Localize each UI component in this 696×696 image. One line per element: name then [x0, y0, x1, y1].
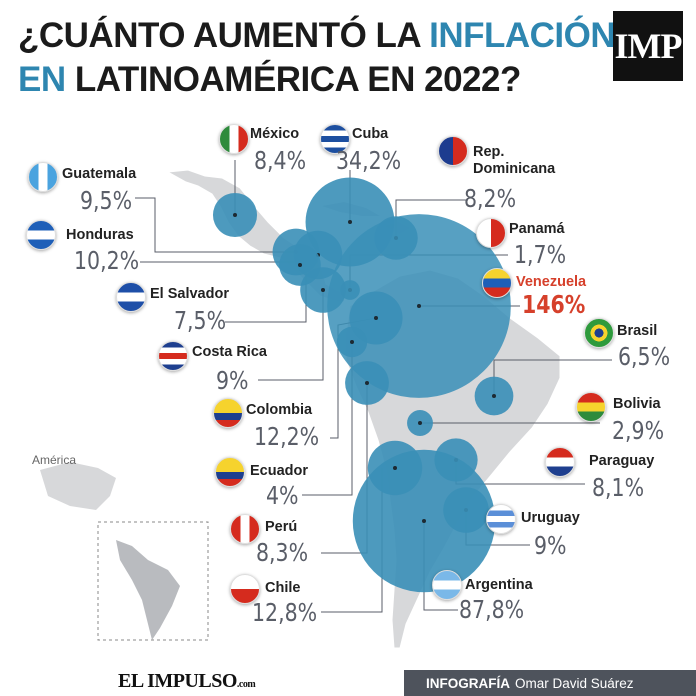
- dominican-republic-flag-icon: [438, 136, 468, 166]
- bubble-center-peru: [365, 381, 369, 385]
- country-name-brasil: Brasil: [617, 323, 658, 339]
- bubble-center-colombia: [374, 316, 378, 320]
- inflation-value-ecuador: 4%: [266, 481, 299, 510]
- country-name-ecuador: Ecuador: [250, 463, 309, 479]
- country-name-panama: Panamá: [509, 221, 565, 237]
- inflation-value-brasil: 6,5%: [618, 342, 671, 371]
- title-line-2: EN LATINOAMÉRICA EN 2022?: [18, 60, 521, 99]
- bubble-center-venezuela: [417, 304, 421, 308]
- inflation-value-panama: 1,7%: [514, 240, 567, 269]
- colombia-flag-icon: [213, 398, 243, 428]
- bubble-center-argentina: [422, 519, 426, 523]
- callout-line-costa-rica: [258, 290, 324, 381]
- callout-line-guatemala: [135, 197, 296, 253]
- inflation-value-paraguay: 8,1%: [592, 473, 645, 502]
- country-name-paraguay: Paraguay: [589, 453, 655, 469]
- country-name-mexico: México: [250, 126, 300, 142]
- country-name-el-salvador: El Salvador: [150, 286, 229, 302]
- inset-world-shape: [40, 462, 116, 510]
- inflation-value-mexico: 8,4%: [254, 146, 307, 175]
- panama-flag-icon: [476, 218, 506, 248]
- bubble-center-costa-rica: [321, 288, 325, 292]
- paraguay-flag-icon: [545, 447, 575, 477]
- inflation-value-el-salvador: 7,5%: [174, 306, 227, 335]
- inflation-value-chile: 12,8%: [252, 598, 318, 627]
- country-name-guatemala: Guatemala: [62, 166, 137, 182]
- inflation-value-colombia: 12,2%: [254, 422, 320, 451]
- inflation-value-costa-rica: 9%: [216, 366, 249, 395]
- guatemala-flag-icon: [28, 162, 58, 192]
- inflation-value-honduras: 10,2%: [74, 246, 140, 275]
- inset-label: América: [32, 453, 77, 467]
- country-name-costa-rica: Costa Rica: [192, 344, 267, 360]
- bubble-center-ecuador: [350, 340, 354, 344]
- country-name-rep-dominicana: Rep. Dominicana: [473, 144, 556, 178]
- country-name-colombia: Colombia: [246, 402, 313, 418]
- country-name-peru: Perú: [265, 519, 298, 535]
- inflation-value-cuba: 34,2%: [336, 146, 402, 175]
- inflation-value-bolivia: 2,9%: [612, 416, 665, 445]
- title-line-1: ¿CUÁNTO AUMENTÓ LA INFLACIÓN: [18, 16, 616, 55]
- bubble-center-el-salvador: [298, 263, 302, 267]
- cuba-flag-icon: [320, 124, 350, 154]
- footer-brand: EL IMPULSO.com: [118, 670, 256, 692]
- inflation-value-peru: 8,3%: [256, 538, 309, 567]
- country-name-chile: Chile: [265, 580, 301, 596]
- chile-flag-icon: [230, 574, 260, 604]
- brazil-flag-icon: [584, 318, 614, 348]
- inflation-value-venezuela: 146%: [522, 290, 586, 319]
- imp-logo: IMP: [613, 11, 683, 81]
- uruguay-flag-icon: [486, 504, 516, 534]
- bubble-center-chile: [393, 466, 397, 470]
- country-name-argentina: Argentina: [465, 577, 533, 593]
- el-salvador-flag-icon: [116, 282, 146, 312]
- bubble-center-bolivia: [418, 421, 422, 425]
- bubble-center-brasil: [492, 394, 496, 398]
- honduras-flag-icon: [26, 220, 56, 250]
- mexico-flag-icon: [219, 124, 249, 154]
- costa-rica-flag-icon: [158, 341, 188, 371]
- inset-frame: [97, 521, 209, 641]
- country-name-cuba: Cuba: [352, 126, 389, 142]
- country-name-honduras: Honduras: [66, 227, 134, 243]
- venezuela-flag-icon: [482, 268, 512, 298]
- bolivia-flag-icon: [576, 392, 606, 422]
- inflation-value-guatemala: 9,5%: [80, 186, 133, 215]
- ecuador-flag-icon: [215, 457, 245, 487]
- country-name-venezuela: Venezuela: [516, 274, 587, 290]
- bubble-center-cuba: [348, 220, 352, 224]
- inflation-value-rep-dominicana: 8,2%: [464, 184, 517, 213]
- country-name-uruguay: Uruguay: [521, 510, 580, 526]
- peru-flag-icon: [230, 514, 260, 544]
- footer-credit: INFOGRAFÍA Omar David Suárez: [404, 670, 696, 696]
- inflation-value-argentina: 87,8%: [459, 595, 525, 624]
- country-name-bolivia: Bolivia: [613, 396, 661, 412]
- bubble-center-mexico: [233, 213, 237, 217]
- inflation-value-uruguay: 9%: [534, 531, 567, 560]
- inset-america-shape: [116, 540, 180, 640]
- argentina-flag-icon: [432, 570, 462, 600]
